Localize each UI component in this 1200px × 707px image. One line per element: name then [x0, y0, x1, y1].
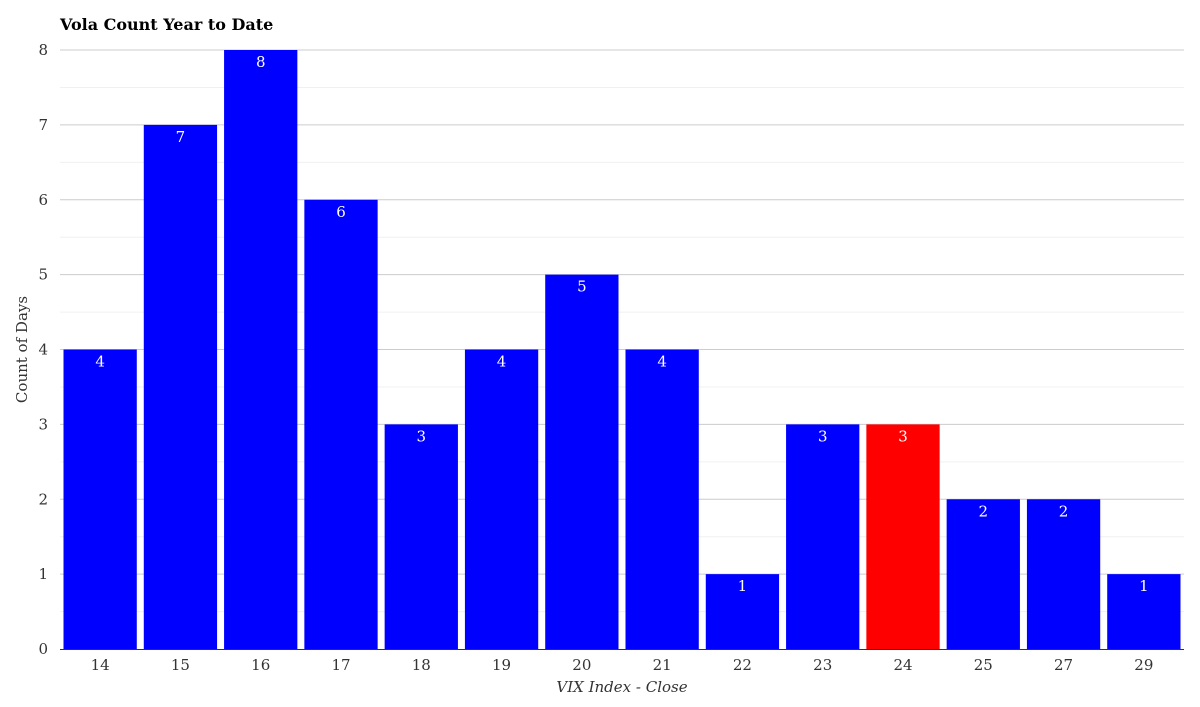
data-label-22: 1: [738, 577, 748, 595]
bar-27: [1026, 499, 1101, 649]
x-tick-label-15: 15: [171, 656, 190, 674]
bar-18: [384, 424, 458, 649]
chart-title: Vola Count Year to Date: [60, 15, 274, 34]
x-tick-label-29: 29: [1134, 656, 1153, 674]
y-axis-title: Count of Days: [13, 296, 31, 403]
x-tick-label-22: 22: [733, 656, 752, 674]
x-axis-ticks: 14 15 16 17 18 19 20 21 22 23 24 25 27 29: [91, 656, 1154, 674]
bar-19: [464, 349, 539, 649]
bar-22: [705, 574, 780, 649]
data-label-23: 3: [818, 427, 828, 445]
bar-29: [1107, 574, 1181, 649]
bar-20: [545, 274, 619, 649]
data-label-18: 3: [417, 427, 427, 445]
x-tick-label-14: 14: [91, 656, 110, 674]
data-label-21: 4: [657, 353, 667, 371]
data-label-24: 3: [898, 427, 908, 445]
y-tick-label: 7: [38, 116, 48, 134]
data-label-16: 8: [256, 53, 266, 71]
bar-15: [143, 124, 218, 649]
x-tick-label-19: 19: [492, 656, 511, 674]
y-tick-label: 3: [38, 415, 48, 433]
y-tick-label: 0: [38, 640, 48, 658]
x-tick-label-20: 20: [572, 656, 591, 674]
x-tick-label-23: 23: [813, 656, 832, 674]
bar-21: [625, 349, 699, 649]
bar-23: [786, 424, 860, 649]
x-axis-title: VIX Index - Close: [556, 678, 687, 696]
data-label-14: 4: [95, 353, 105, 371]
x-tick-label-18: 18: [412, 656, 431, 674]
y-tick-label: 2: [38, 490, 48, 508]
bars: [63, 50, 1181, 649]
x-tick-label-27: 27: [1054, 656, 1073, 674]
data-label-15: 7: [176, 128, 186, 146]
data-label-27: 2: [1059, 502, 1069, 520]
bar-24: [866, 424, 940, 649]
x-tick-label-16: 16: [251, 656, 270, 674]
bar-16: [224, 50, 298, 649]
y-tick-label: 1: [38, 565, 48, 583]
bar-14: [63, 349, 137, 649]
y-tick-label: 5: [38, 266, 48, 284]
x-tick-label-21: 21: [653, 656, 672, 674]
bar-25: [946, 499, 1020, 649]
x-tick-label-17: 17: [331, 656, 350, 674]
data-label-29: 1: [1139, 577, 1149, 595]
y-tick-label: 8: [38, 41, 48, 59]
data-label-25: 2: [979, 502, 989, 520]
x-tick-label-25: 25: [974, 656, 993, 674]
data-labels: 4 7 8 6 3 4 5 4 1 3 3 2 2 1: [95, 53, 1148, 595]
data-label-17: 6: [336, 203, 346, 221]
data-label-19: 4: [497, 353, 507, 371]
y-tick-label: 6: [38, 191, 48, 209]
y-tick-label: 4: [38, 341, 48, 359]
x-tick-label-24: 24: [893, 656, 912, 674]
bar-17: [304, 199, 378, 649]
data-label-20: 5: [577, 278, 587, 296]
y-axis-ticks: 0 1 2 3 4 5 6 7 8: [38, 41, 48, 658]
